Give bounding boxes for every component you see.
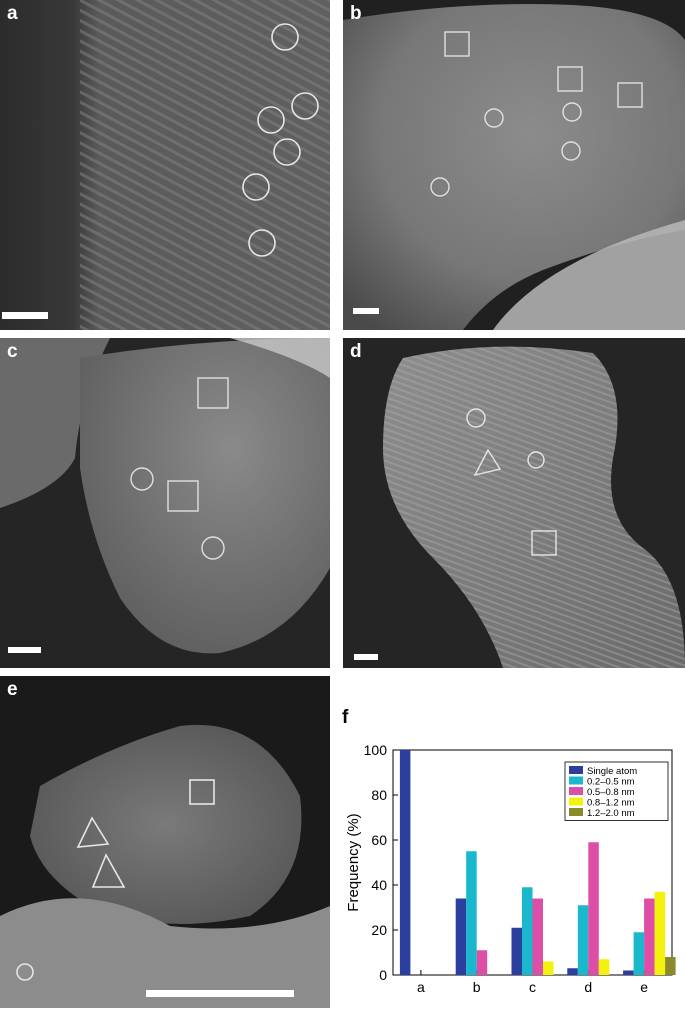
legend-label-0: Single atom xyxy=(587,766,637,777)
micrograph-c xyxy=(0,338,330,668)
panel-a: a xyxy=(0,0,330,330)
legend-swatch-4 xyxy=(569,808,583,816)
bar-d-series-0 xyxy=(567,968,578,975)
micrograph-a xyxy=(0,0,330,330)
y-tick-label: 100 xyxy=(364,742,388,758)
panel-label-e: e xyxy=(7,679,18,700)
panel-d: d xyxy=(343,338,685,668)
scale-bar-b xyxy=(353,308,379,314)
panel-label-b: b xyxy=(350,3,362,24)
legend-swatch-1 xyxy=(569,776,583,785)
legend-label-2: 0.5–0.8 nm xyxy=(587,787,635,798)
x-tick-label-e: e xyxy=(640,979,648,995)
bar-a-series-0 xyxy=(399,750,411,975)
legend-swatch-3 xyxy=(569,797,583,806)
chart-svg: 0 20 40 60 80 100 Frequency (%) a b c d e Single ato… xyxy=(345,742,676,995)
y-axis-label: Frequency (%) xyxy=(345,813,362,911)
bar-e-series-0 xyxy=(623,970,634,975)
bar-e-series-4 xyxy=(665,957,676,975)
micrograph-b xyxy=(343,0,685,330)
frequency-bar-chart: 0 20 40 60 80 100 Frequency (%) a b c d e Single ato… xyxy=(340,730,685,1008)
legend-label-3: 0.8–1.2 nm xyxy=(587,798,635,809)
bar-d-series-1 xyxy=(577,905,589,975)
scale-bar-c xyxy=(8,647,41,653)
y-tick-label: 80 xyxy=(371,787,387,803)
bar-c-series-2 xyxy=(532,898,543,975)
y-tick-label: 0 xyxy=(379,967,387,983)
bar-b-series-1 xyxy=(466,851,477,975)
x-tick-label-a: a xyxy=(417,979,425,995)
legend-label-1: 0.2–0.5 nm xyxy=(587,777,635,788)
x-tick-label-b: b xyxy=(473,979,481,995)
bar-c-series-1 xyxy=(522,887,533,975)
bar-c-series-3 xyxy=(543,961,554,975)
y-tick-label: 60 xyxy=(371,832,387,848)
micrograph-e xyxy=(0,676,330,1008)
legend-label-4: 1.2–2.0 nm xyxy=(587,808,635,819)
panel-label-f: f xyxy=(342,707,349,728)
panel-e: e xyxy=(0,676,330,1008)
micrograph-d xyxy=(343,338,685,668)
panel-label-a: a xyxy=(7,3,18,24)
panel-label-c: c xyxy=(7,341,18,362)
panel-c: c xyxy=(0,338,330,668)
legend-swatch-0 xyxy=(569,766,583,774)
x-tick-label-c: c xyxy=(529,979,536,995)
scale-bar-a xyxy=(2,312,48,319)
bar-e-series-3 xyxy=(654,891,666,975)
scale-bar-e xyxy=(146,990,294,997)
bar-e-series-2 xyxy=(644,898,655,975)
y-tick-label: 20 xyxy=(371,922,387,938)
panel-b: b xyxy=(343,0,685,330)
bar-e-series-1 xyxy=(633,932,645,975)
x-tick-label-d: d xyxy=(584,979,592,995)
bar-c-series-0 xyxy=(511,927,522,975)
bar-d-series-2 xyxy=(588,842,599,975)
bar-b-series-0 xyxy=(455,898,467,975)
panel-label-d: d xyxy=(350,341,362,362)
y-tick-label: 40 xyxy=(371,877,387,893)
scale-bar-d xyxy=(354,654,378,660)
bar-b-series-2 xyxy=(476,950,488,975)
legend-swatch-2 xyxy=(569,787,583,795)
bar-d-series-3 xyxy=(598,959,610,975)
